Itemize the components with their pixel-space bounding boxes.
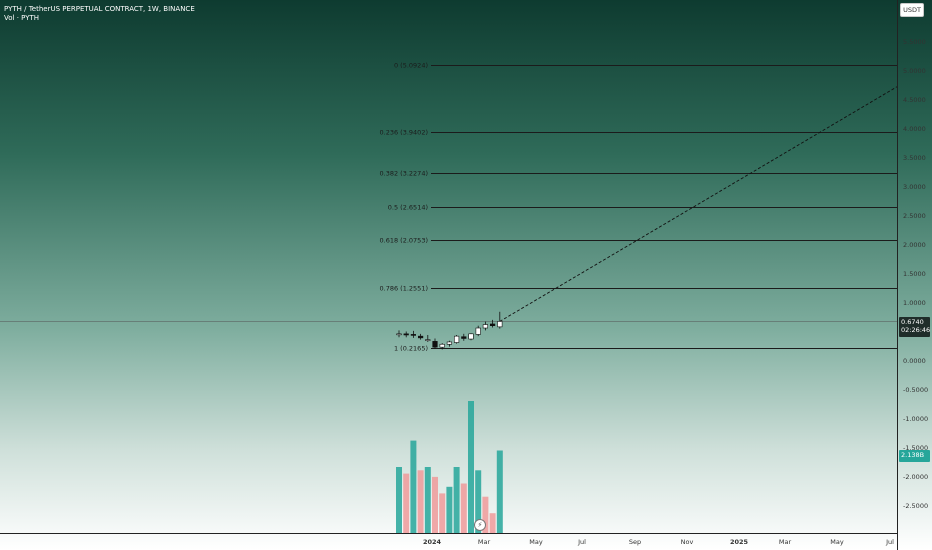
volume-bar bbox=[403, 473, 410, 533]
last-price-value: 0.6740 bbox=[901, 318, 924, 326]
volume-bar bbox=[446, 486, 453, 533]
volume-bar bbox=[453, 467, 460, 533]
candle-body bbox=[417, 335, 424, 339]
x-tick-label: May bbox=[529, 538, 543, 546]
x-tick-label: Mar bbox=[478, 538, 491, 546]
y-tick-label: 4.0000 bbox=[903, 125, 926, 133]
last-price-tag: 0.6740 02:26:46 bbox=[899, 317, 930, 337]
y-tick-label: 5.5000 bbox=[903, 38, 926, 46]
volume-bar bbox=[424, 467, 431, 533]
candle-body bbox=[468, 333, 474, 340]
candle-body bbox=[489, 323, 496, 326]
candle-body bbox=[482, 324, 489, 329]
x-tick-label: May bbox=[830, 538, 844, 546]
x-tick-label: Sep bbox=[629, 538, 641, 546]
x-tick-label: Nov bbox=[681, 538, 694, 546]
volume-bar bbox=[432, 476, 438, 533]
y-tick-label: 5.0000 bbox=[903, 67, 926, 75]
y-tick-label: 1.5000 bbox=[903, 270, 926, 278]
y-tick-label: 4.5000 bbox=[903, 96, 926, 104]
candle-body bbox=[446, 341, 453, 345]
bar-countdown: 02:26:46 bbox=[901, 326, 931, 334]
candle-body bbox=[403, 333, 409, 336]
volume-bar bbox=[396, 467, 402, 533]
trend-line bbox=[499, 86, 898, 322]
chart-legend: PYTH / TetherUS PERPETUAL CONTRACT, 1W, … bbox=[4, 5, 195, 23]
volume-bar bbox=[460, 483, 467, 533]
fib-level-label: 0 (5.0924) bbox=[394, 62, 428, 70]
fib-level-label: 0.5 (2.6514) bbox=[388, 204, 428, 212]
x-tick-label: 2025 bbox=[730, 538, 749, 546]
fib-level-label: 0.618 (2.0753) bbox=[380, 237, 429, 245]
y-tick-label: -2.0000 bbox=[903, 473, 928, 481]
symbol-title: PYTH / TetherUS PERPETUAL CONTRACT, 1W, … bbox=[4, 5, 195, 13]
volume-bar bbox=[417, 470, 424, 533]
currency-button[interactable]: USDT bbox=[900, 3, 924, 17]
y-tick-label: 3.5000 bbox=[903, 154, 926, 162]
volume-bar bbox=[496, 450, 503, 533]
lightning-icon[interactable]: ⚡ bbox=[474, 519, 486, 531]
fib-level-label: 0.786 (1.2551) bbox=[380, 285, 429, 293]
y-tick-label: -1.5000 bbox=[903, 444, 928, 452]
y-tick-label: -2.5000 bbox=[903, 502, 928, 510]
candle-body bbox=[461, 336, 467, 339]
volume-bar bbox=[482, 496, 489, 533]
y-tick-label: 2.0000 bbox=[903, 241, 926, 249]
y-tick-label: 2.5000 bbox=[903, 212, 926, 220]
volume-bar bbox=[468, 401, 474, 533]
candle-body bbox=[432, 341, 438, 348]
candle-body bbox=[396, 333, 402, 336]
volume-legend: Vol · PYTH bbox=[4, 14, 40, 22]
volume-bar bbox=[489, 513, 496, 533]
candle-body bbox=[453, 335, 460, 343]
volume-bar bbox=[410, 440, 417, 533]
x-tick-label: Jul bbox=[885, 538, 894, 546]
fib-level-label: 0.382 (3.2274) bbox=[380, 170, 429, 178]
x-tick-label: 2024 bbox=[423, 538, 442, 546]
fib-level-label: 1 (0.2165) bbox=[394, 345, 428, 353]
x-tick-label: Mar bbox=[779, 538, 792, 546]
fib-level-label: 0.236 (3.9402) bbox=[380, 129, 429, 137]
y-tick-label: 0.0000 bbox=[903, 357, 926, 365]
volume-bar bbox=[439, 493, 446, 533]
y-tick-label: -1.0000 bbox=[903, 415, 928, 423]
y-tick-label: -0.5000 bbox=[903, 386, 928, 394]
y-tick-label: 1.0000 bbox=[903, 299, 926, 307]
candle-body bbox=[475, 327, 481, 335]
volume-value-tag: 2.138B bbox=[899, 450, 930, 462]
volume-bar bbox=[475, 470, 482, 533]
candle-body bbox=[439, 343, 445, 348]
candle-body bbox=[410, 334, 417, 336]
x-tick-label: Jul bbox=[577, 538, 586, 546]
candle-body bbox=[497, 321, 503, 328]
candle-body bbox=[425, 339, 431, 341]
y-tick-label: 3.0000 bbox=[903, 183, 926, 191]
